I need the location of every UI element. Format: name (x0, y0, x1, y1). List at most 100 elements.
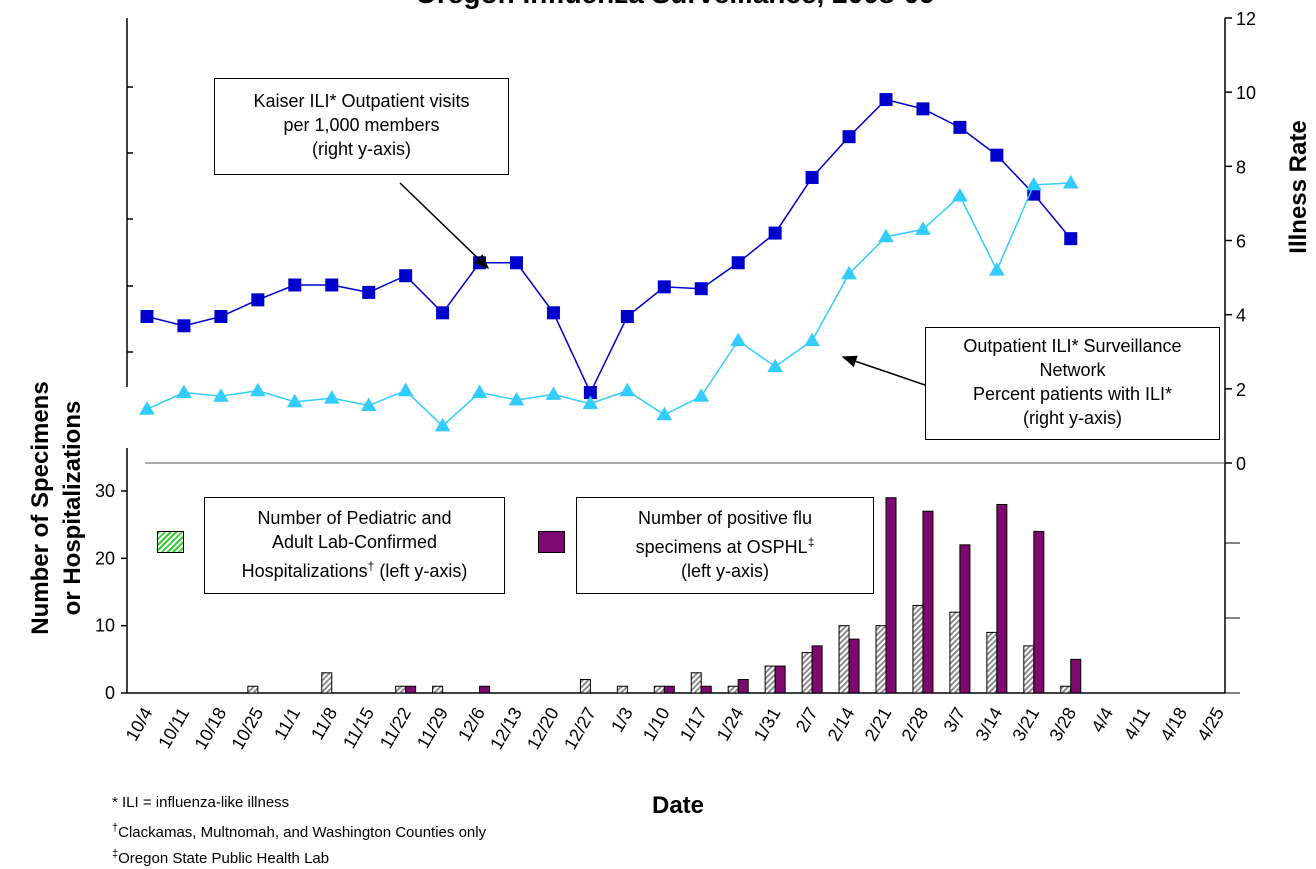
outpatient-annotation-line1: Outpatient ILI* Surveillance (963, 336, 1182, 356)
specimen-bar (811, 645, 823, 694)
specimen-bar (1070, 658, 1082, 694)
hospitalization-legend-box: Number of Pediatric and Adult Lab-Confir… (204, 497, 505, 594)
network-point (471, 384, 488, 399)
right-axis-tick-label: 0 (1236, 454, 1246, 474)
left-axis-tick-label: 20 (95, 548, 115, 568)
network-line (146, 182, 1071, 427)
x-tick-label: 2/21 (861, 704, 896, 744)
kaiser-point (288, 278, 302, 292)
spec-legend-line2: specimens at OSPHL‡ (577, 530, 873, 559)
network-point (730, 332, 747, 347)
footnote-ddagger-text: Oregon State Public Health Lab (118, 850, 330, 867)
x-tick-label: 2/14 (824, 704, 859, 744)
specimen-bar (663, 685, 675, 694)
hospitalization-bar (1023, 645, 1035, 694)
bar-series (247, 497, 1082, 694)
left-axis-ticks: 0 10 20 30 (95, 86, 133, 703)
kaiser-point (620, 310, 634, 324)
x-tick-label: 4/25 (1193, 704, 1228, 744)
x-tick-label: 2/28 (898, 704, 933, 744)
network-point (767, 358, 784, 373)
hosp-legend-line3b: (left y-axis) (374, 561, 468, 581)
spec-legend-ddagger: ‡ (807, 535, 815, 549)
kaiser-annotation-line1: Kaiser ILI* Outpatient visits (253, 91, 470, 111)
x-tick-label: 3/21 (1008, 704, 1043, 744)
x-tick-label: 10/4 (122, 704, 157, 744)
specimen-bar (405, 685, 417, 694)
x-tick-label: 1/3 (607, 704, 637, 736)
hospitalization-bar (949, 611, 961, 694)
kaiser-point (768, 226, 782, 240)
network-point (952, 188, 968, 202)
hospitalization-bar (247, 685, 259, 694)
left-axis-tick-label: 10 (95, 616, 115, 636)
kaiser-point (510, 256, 523, 270)
x-tick-label: 4/18 (1156, 704, 1191, 744)
footnote-ddagger: ‡Oregon State Public Health Lab (112, 845, 329, 868)
x-tick-label: 12/13 (486, 704, 526, 753)
hospitalization-bar (764, 665, 776, 694)
x-tick-label: 12/6 (454, 704, 489, 744)
x-tick-label: 10/11 (154, 704, 193, 752)
hosp-legend-line3: Hospitalizations† (left y-axis) (205, 554, 504, 583)
outpatient-annotation-line4: (right y-axis) (1022, 408, 1122, 428)
hospitalization-bar (838, 625, 850, 694)
x-tick-label: 1/17 (676, 704, 711, 744)
network-point (1025, 176, 1042, 191)
network-point (286, 393, 303, 408)
kaiser-point (546, 306, 560, 320)
kaiser-point (436, 306, 450, 320)
hosp-legend-line2: Adult Lab-Confirmed (271, 532, 438, 552)
hosp-legend-dagger: † (367, 559, 375, 573)
specimen-bar (1033, 530, 1045, 694)
specimen-legend-swatch (538, 531, 565, 553)
right-axis-ticks: 0 2 4 6 8 10 12 (1225, 9, 1256, 694)
x-tick-label: 12/20 (523, 704, 563, 753)
spec-legend-line3: (left y-axis) (680, 561, 769, 581)
outpatient-arrow (841, 355, 926, 386)
footnote-dagger-mark: † (112, 822, 119, 834)
kaiser-point (214, 310, 228, 324)
right-axis-title: Illness Rate (1285, 120, 1312, 253)
kaiser-point (399, 269, 413, 283)
x-tick-label: 4/4 (1087, 704, 1117, 736)
x-tick-label: 1/10 (639, 704, 674, 744)
hospitalization-bar (727, 685, 739, 694)
specimen-bar (922, 510, 934, 694)
x-tick-label: 11/15 (339, 704, 378, 752)
spec-legend-line2a: specimens at OSPHL (635, 537, 808, 557)
right-axis-tick-label: 8 (1236, 157, 1246, 177)
x-tick-label: 1/31 (750, 704, 785, 744)
x-tick-label: 11/29 (413, 704, 452, 752)
spec-legend-line1: Number of positive flu (637, 508, 813, 528)
network-point (619, 382, 636, 397)
hospitalization-bar (432, 685, 444, 694)
kaiser-annotation-box: Kaiser ILI* Outpatient visits per 1,000 … (214, 78, 509, 175)
hospitalization-bar (1060, 685, 1072, 694)
footnote-dagger: †Clackamas, Multnomah, and Washington Co… (112, 819, 486, 842)
left-axis-tick-label: 30 (95, 481, 115, 501)
x-tick-label: 11/8 (307, 704, 341, 743)
network-point (213, 388, 229, 402)
network-point (1062, 175, 1079, 189)
x-tick-label: 4/11 (1120, 704, 1154, 743)
chart-title: Oregon Influenza Surveillance, 2008-09 (415, 0, 935, 9)
kaiser-point (842, 130, 856, 144)
specimen-bar (700, 685, 712, 694)
kaiser-arrow (399, 182, 490, 270)
x-tick-label: 3/14 (971, 704, 1006, 744)
line-series (139, 93, 1079, 432)
hospitalization-bar (395, 685, 407, 694)
kaiser-point (805, 170, 819, 184)
footnote-ili: * ILI = influenza-like illness (112, 794, 290, 811)
x-axis-title: Date (652, 792, 704, 819)
network-point (582, 395, 599, 410)
left-axis-title-line1: Number of Specimens (27, 381, 54, 634)
kaiser-point (177, 319, 191, 333)
right-axis-tick-label: 2 (1236, 380, 1246, 400)
hospitalization-bar (690, 672, 702, 694)
hospitalization-bar (986, 631, 998, 694)
kaiser-point (990, 148, 1004, 162)
